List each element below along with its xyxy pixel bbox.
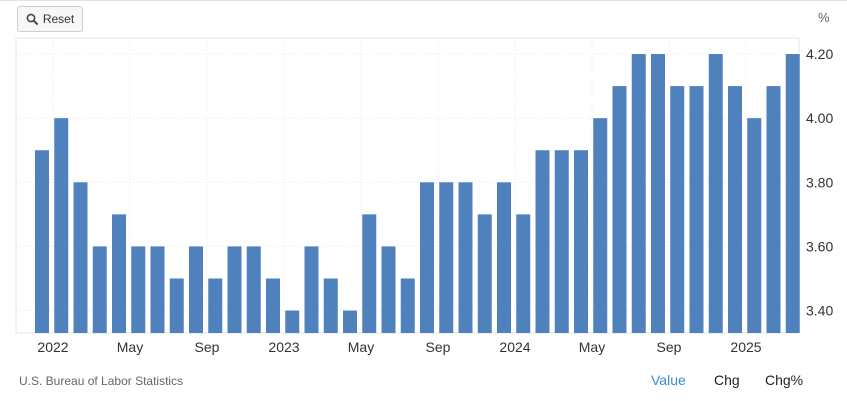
bar[interactable] <box>54 118 69 333</box>
bar[interactable] <box>362 214 377 333</box>
reset-label: Reset <box>42 12 75 26</box>
x-tick-label: May <box>117 339 143 355</box>
y-tick-label: 3.60 <box>806 238 833 254</box>
bar[interactable] <box>112 214 126 333</box>
bar[interactable] <box>747 118 762 333</box>
bar[interactable] <box>631 54 646 334</box>
bar[interactable] <box>343 310 357 333</box>
bar[interactable] <box>189 246 203 333</box>
bar[interactable] <box>670 86 685 333</box>
bar[interactable] <box>266 278 280 333</box>
bar[interactable] <box>131 246 146 333</box>
bar[interactable] <box>285 310 300 333</box>
unit-label: % <box>818 10 830 25</box>
bar[interactable] <box>574 150 588 333</box>
bar[interactable] <box>92 246 107 333</box>
bar[interactable] <box>150 246 165 333</box>
bars-layer <box>35 54 800 334</box>
x-tick-label: 2023 <box>268 339 299 355</box>
bar[interactable] <box>169 278 184 333</box>
x-tick-label: 2024 <box>499 339 530 355</box>
x-tick-label: Sep <box>657 339 682 355</box>
x-tick-label: Sep <box>195 339 220 355</box>
bar[interactable] <box>593 118 608 333</box>
reset-button[interactable]: Reset <box>17 6 83 32</box>
y-tick-label: 4.00 <box>806 110 833 126</box>
bar[interactable] <box>458 182 473 333</box>
bar[interactable] <box>227 246 242 333</box>
bar[interactable] <box>246 246 261 333</box>
bar[interactable] <box>73 182 88 333</box>
axis-layer: 3.40 3.60 3.80 4.00 4.20 2022 May Sep 2023 May Sep… <box>37 46 833 355</box>
bar[interactable] <box>439 182 454 333</box>
change-link[interactable]: Chg <box>714 372 740 388</box>
x-tick-label: Sep <box>426 339 451 355</box>
source-label: U.S. Bureau of Labor Statistics <box>19 374 184 388</box>
bar[interactable] <box>535 150 550 333</box>
bar[interactable] <box>708 54 723 334</box>
x-tick-label: May <box>348 339 374 355</box>
bar[interactable] <box>766 86 781 333</box>
y-tick-label: 4.20 <box>806 46 833 62</box>
bar[interactable] <box>323 278 338 333</box>
bar[interactable] <box>785 54 800 334</box>
bar[interactable] <box>651 54 665 334</box>
bar[interactable] <box>728 86 742 333</box>
bar[interactable] <box>208 278 223 333</box>
bar[interactable] <box>497 182 511 333</box>
bar[interactable] <box>400 278 415 333</box>
top-border <box>0 0 847 1</box>
change-percent-link[interactable]: Chg% <box>765 372 804 388</box>
bar[interactable] <box>612 86 627 333</box>
bar[interactable] <box>689 86 704 333</box>
bar[interactable] <box>554 150 569 333</box>
y-tick-label: 3.80 <box>806 174 833 190</box>
x-tick-label: 2025 <box>730 339 761 355</box>
bar[interactable] <box>477 214 492 333</box>
zoom-icon <box>26 13 39 25</box>
y-tick-label: 3.40 <box>806 303 833 319</box>
bar[interactable] <box>304 246 319 333</box>
x-tick-label: 2022 <box>37 339 68 355</box>
bar[interactable] <box>516 214 531 333</box>
value-link[interactable]: Value <box>651 372 686 388</box>
bar[interactable] <box>420 182 434 333</box>
bar[interactable] <box>35 150 49 333</box>
x-tick-label: May <box>579 339 605 355</box>
bar[interactable] <box>381 246 396 333</box>
